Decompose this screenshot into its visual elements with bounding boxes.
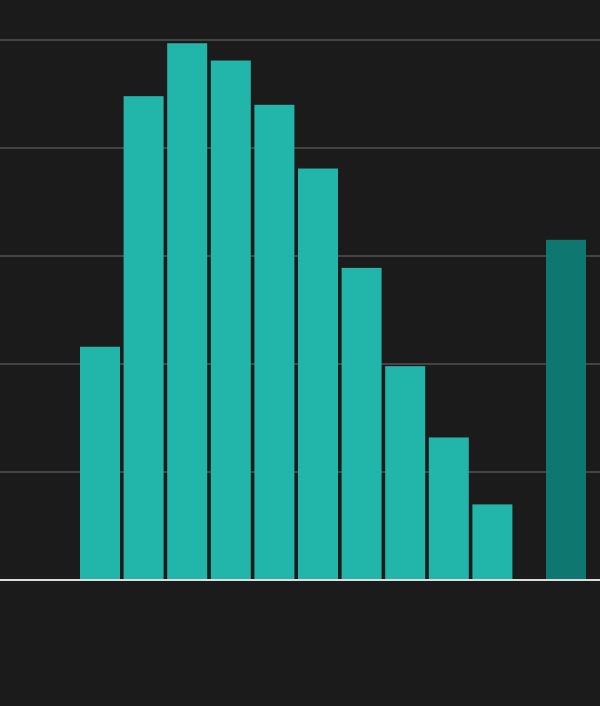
bar: [123, 96, 164, 580]
bar: [298, 168, 338, 580]
bar: [546, 239, 586, 581]
bar: [254, 104, 295, 581]
bar: [385, 366, 426, 580]
bar: [428, 437, 469, 580]
bar: [210, 60, 251, 580]
bar: [341, 267, 382, 580]
bar: [472, 504, 513, 580]
bar: [80, 346, 120, 580]
bar: [167, 43, 208, 581]
